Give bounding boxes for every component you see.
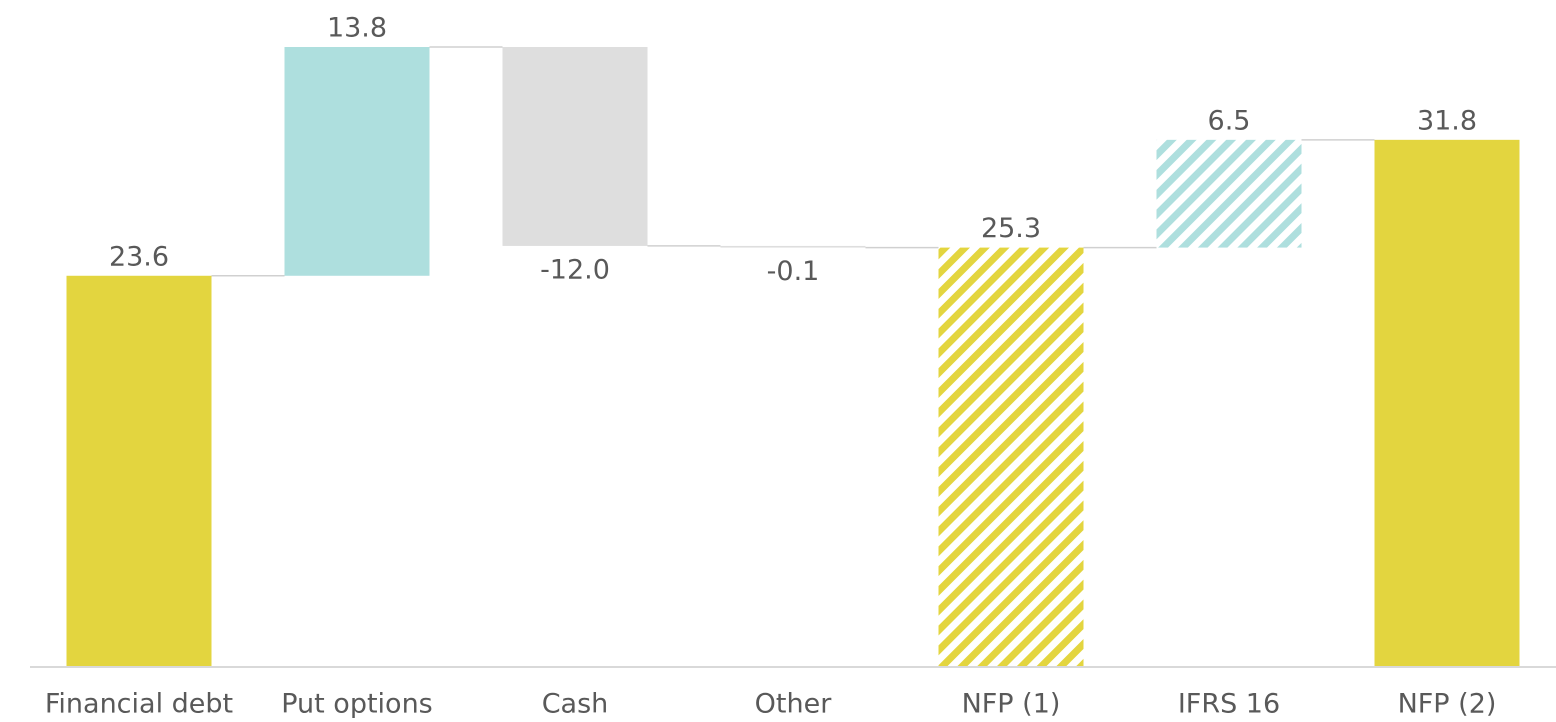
x-tick-label: Other bbox=[755, 689, 833, 720]
bar bbox=[938, 247, 1084, 667]
data-label: 31.8 bbox=[1417, 105, 1477, 136]
data-label: -0.1 bbox=[767, 256, 820, 287]
data-label: 25.3 bbox=[981, 213, 1041, 244]
bar bbox=[720, 245, 866, 248]
x-tick-label: IFRS 16 bbox=[1178, 689, 1280, 720]
x-tick-label: NFP (1) bbox=[962, 689, 1061, 720]
x-tick-label: Put options bbox=[281, 689, 433, 720]
x-tick-label: Cash bbox=[542, 689, 609, 720]
data-label: 23.6 bbox=[109, 241, 169, 272]
data-label: -12.0 bbox=[540, 254, 610, 285]
bar bbox=[1374, 139, 1520, 667]
x-tick-label: Financial debt bbox=[45, 689, 233, 720]
data-label: 6.5 bbox=[1208, 105, 1251, 136]
bar bbox=[284, 47, 430, 276]
bar bbox=[1156, 139, 1302, 248]
bar bbox=[502, 47, 648, 246]
x-tick-label: NFP (2) bbox=[1398, 689, 1497, 720]
data-label: 13.8 bbox=[327, 13, 387, 44]
bar bbox=[66, 275, 212, 667]
